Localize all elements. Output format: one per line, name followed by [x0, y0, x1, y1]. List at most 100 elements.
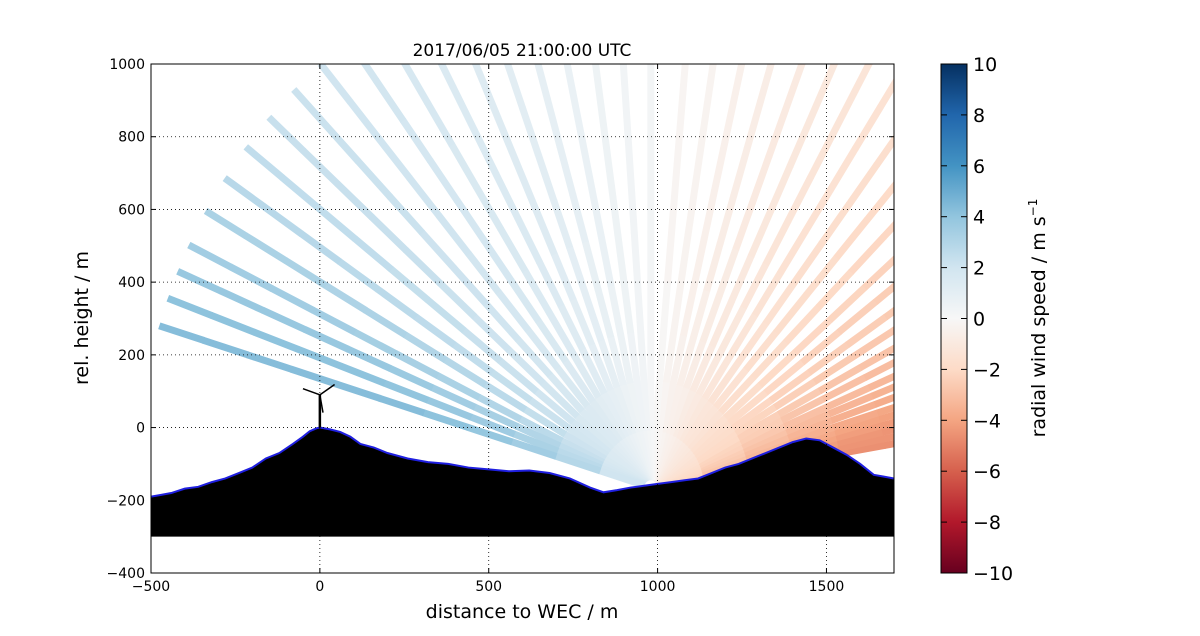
beam-segment [877, 77, 894, 110]
beam-segment [620, 383, 640, 434]
beam-segment [388, 266, 431, 303]
beam-segment [707, 360, 742, 405]
beam-segment [595, 86, 609, 138]
beam-segment [473, 184, 504, 231]
beam-segment [689, 289, 711, 340]
beam-segment [566, 424, 610, 459]
beam-segment [290, 365, 338, 388]
beam-segment [375, 286, 419, 320]
beam-segment [246, 351, 294, 373]
beam-segment [436, 213, 472, 257]
beam-16 [652, 180, 894, 485]
y-tick-label: 400 [118, 275, 145, 291]
beam-segment [481, 238, 515, 284]
colorbar-tick-label: 6 [973, 156, 985, 178]
beam-segment [833, 217, 870, 260]
beam-segment [158, 322, 206, 344]
beam-segment [489, 369, 533, 404]
beam-segment [535, 318, 569, 364]
beam-segment [476, 394, 523, 423]
terrain-outline [151, 426, 894, 498]
x-tick-label: 1500 [809, 579, 845, 595]
beam-segment [382, 379, 430, 404]
beam-segment [534, 64, 551, 101]
beam-segment [848, 0, 868, 32]
beam-segment [640, 380, 651, 432]
beam-segment [740, 423, 787, 450]
beam-segment [465, 251, 502, 295]
beam-segment [669, 389, 697, 438]
beam-segment [695, 348, 725, 397]
colorbar-tick-label: 2 [973, 258, 985, 280]
beam-segment [1049, 324, 1093, 340]
beam-segment [495, 289, 531, 333]
beam-segment [394, 350, 440, 379]
beam-segment [426, 396, 473, 421]
beam-segment [597, 236, 615, 288]
beam-segment [540, 380, 580, 419]
beam-segment [600, 391, 630, 439]
beam-segment [1038, 178, 1077, 206]
beam-segment [574, 413, 615, 453]
beam-segment [515, 336, 553, 378]
beam-45 [158, 322, 646, 489]
turbine-blade [319, 394, 324, 413]
beam-segment [569, 91, 586, 142]
beam-segment [768, 369, 812, 404]
beam-segment [202, 336, 250, 359]
beam-segment [279, 174, 322, 212]
beam-segment [406, 175, 443, 219]
beam-segment [836, 298, 879, 335]
beam-segment [424, 100, 456, 147]
beam-segment [1093, 307, 1137, 323]
beam-segment [699, 293, 723, 344]
beam-segment [784, 410, 832, 435]
beam-segment [291, 87, 329, 129]
beam-segment [534, 152, 558, 203]
y-tick-label: −400 [107, 566, 145, 582]
turbine-blade [302, 387, 321, 396]
beam-segment [787, 0, 801, 6]
beam-segment [773, 292, 810, 335]
beam-segment [1098, 326, 1143, 341]
beam-segment [430, 384, 477, 411]
beam-segment [578, 139, 596, 191]
beam-segment [512, 430, 560, 455]
beam-segment [403, 331, 448, 363]
beam-segment [449, 84, 478, 133]
beam-segment [166, 295, 214, 319]
beam-segment [494, 116, 521, 166]
beam-segment [427, 158, 461, 203]
beam-segment [730, 147, 751, 198]
beam-segment [387, 194, 425, 236]
beam-segment [569, 193, 589, 244]
x-tick-label: −500 [132, 579, 170, 595]
y-tick-label: 200 [118, 348, 145, 364]
beam-segment [672, 133, 684, 185]
beam-segment [595, 394, 626, 442]
beam-segment [685, 409, 724, 450]
beam-segment [435, 372, 481, 401]
beam-segment [673, 392, 703, 440]
beam-segment [852, 327, 894, 360]
beam-segment [873, 134, 894, 168]
beam-segment [579, 408, 617, 450]
beam-segment [743, 99, 765, 150]
beam-segment [323, 282, 368, 314]
beam-segment [782, 403, 829, 430]
beam-segment [563, 64, 577, 94]
beam-segment [733, 403, 778, 436]
beam-segment [607, 184, 622, 236]
beam-segment [883, 306, 894, 320]
beam-segment [727, 389, 769, 426]
beam-segment [630, 232, 642, 283]
beam-segment [355, 158, 393, 200]
beam-segment [703, 241, 724, 292]
beam-segment [899, 222, 934, 255]
beam-segment [403, 247, 443, 287]
beam-segment [972, 400, 1018, 411]
beam-segment [376, 137, 413, 181]
beam-segment [360, 64, 380, 83]
beam-segment [607, 335, 627, 387]
beam-segment [688, 0, 692, 36]
